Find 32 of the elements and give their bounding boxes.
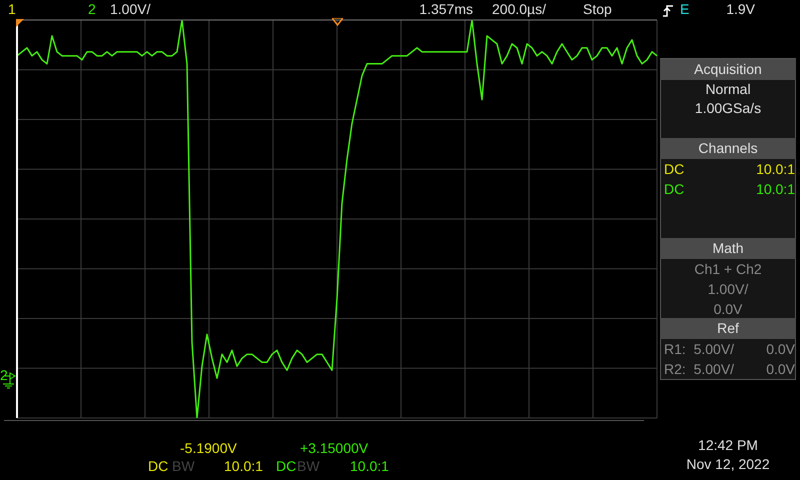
text: DC (664, 181, 684, 198)
text: 10.0:1 (756, 181, 795, 198)
text: 1.9V (726, 1, 755, 18)
text: E (680, 1, 690, 18)
text: 10.0:1 (350, 458, 389, 475)
text: BW (297, 458, 320, 475)
text: 1.357ms (419, 1, 473, 18)
text: 0.0V (766, 361, 795, 378)
text: 2 (88, 1, 96, 18)
text: Normal (704, 81, 752, 98)
text: 10.0:1 (224, 458, 263, 475)
text: Nov 12, 2022 (685, 456, 771, 473)
text: Ch1 + Ch2 (693, 261, 763, 278)
text: 200.0µs/ (492, 1, 546, 18)
text: DC (148, 458, 168, 475)
text: DC (664, 161, 684, 178)
text: 1.00V/ (110, 1, 150, 18)
text: DC (276, 458, 296, 475)
text: -5.1900V (180, 440, 237, 457)
text: +3.15000V (300, 440, 368, 457)
text: 12:42 PM (697, 437, 759, 454)
text: 0.0V (766, 341, 795, 358)
text: 1.00GSa/s (694, 100, 762, 117)
text: R1: 5.00V/ (664, 341, 734, 358)
text: BW (172, 458, 195, 475)
text: 0.0V (712, 301, 744, 318)
text: 10.0:1 (756, 161, 795, 178)
text: R2: 5.00V/ (664, 361, 734, 378)
text: 2 (0, 367, 8, 384)
text: 1.00V/ (706, 281, 750, 298)
text: 1 (8, 1, 16, 18)
text: Stop (583, 1, 612, 18)
